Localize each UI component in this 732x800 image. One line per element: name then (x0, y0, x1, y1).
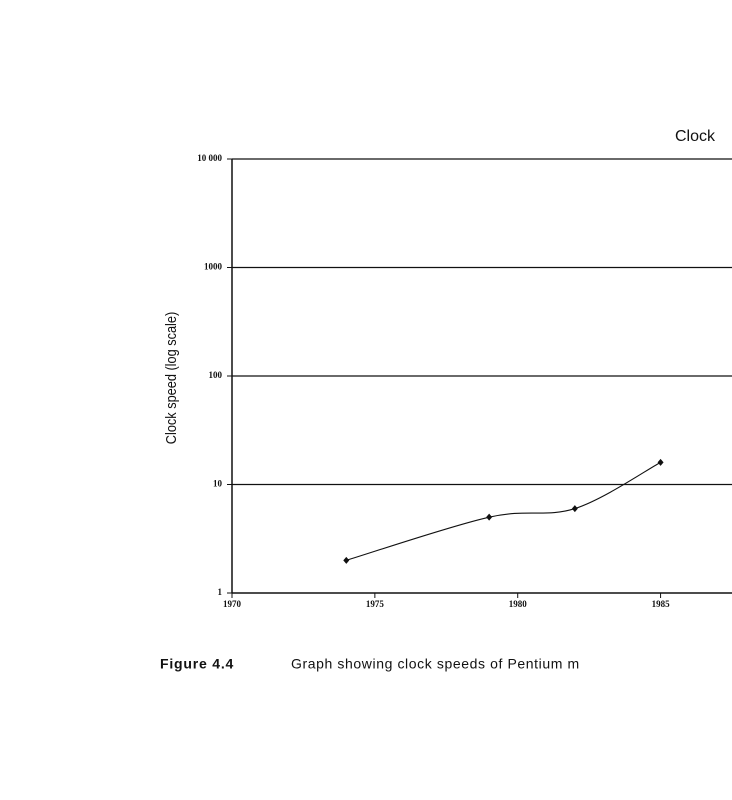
data-point (486, 513, 493, 521)
y-tick-label: 1 (218, 587, 223, 597)
x-tick-label: 1975 (366, 599, 385, 609)
caption-text: Graph showing clock speeds of Pentium m (291, 656, 580, 672)
y-tick-label: 10 000 (197, 153, 222, 163)
x-tick-label: 1970 (223, 599, 242, 609)
y-tick-label: 10 (213, 479, 223, 489)
y-axis-label: Clock speed (log scale) (162, 312, 179, 444)
data-point (343, 556, 350, 564)
data-point (657, 458, 664, 466)
caption-label: Figure 4.4 (160, 656, 234, 672)
x-tick-label: 1980 (509, 599, 528, 609)
y-tick-label: 1000 (204, 262, 223, 272)
data-point (571, 505, 578, 513)
x-tick-label: 1985 (652, 599, 671, 609)
series-line (346, 461, 661, 561)
y-tick-label: 100 (209, 370, 223, 380)
chart-title: Clock (675, 128, 716, 145)
